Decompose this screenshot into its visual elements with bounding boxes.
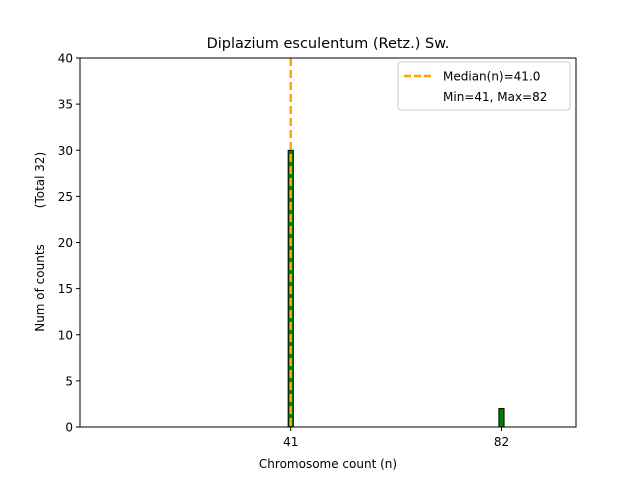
bars-group — [287, 149, 505, 428]
bar-82 — [498, 408, 505, 428]
x-tick-label: 82 — [494, 435, 509, 449]
y-tick-label: 20 — [58, 236, 73, 250]
y-tick-label: 0 — [65, 421, 73, 435]
x-tick-label: 41 — [283, 435, 298, 449]
y-tick-label: 30 — [58, 144, 73, 158]
y-axis-total-note: (Total 32) — [33, 152, 47, 208]
legend-range-label: Min=41, Max=82 — [443, 90, 547, 104]
axes-frame — [79, 57, 577, 428]
y-axis-label: Num of counts — [33, 244, 47, 332]
y-tick-label: 40 — [58, 52, 73, 66]
y-tick-label: 25 — [58, 190, 73, 204]
x-axis-label: Chromosome count (n) — [259, 457, 397, 471]
y-tick-label: 5 — [65, 374, 73, 388]
plot-area — [79, 57, 577, 428]
y-tick-label: 10 — [58, 328, 73, 342]
x-axis: 41 82 — [283, 427, 509, 449]
y-tick-label: 35 — [58, 98, 73, 112]
legend: Median(n)=41.0 Min=41, Max=82 — [397, 61, 571, 111]
legend-box — [397, 61, 571, 111]
y-axis: 0 5 10 15 20 25 30 35 40 — [58, 52, 80, 435]
y-tick-label: 15 — [58, 282, 73, 296]
legend-median-label: Median(n)=41.0 — [443, 70, 540, 84]
chart-title: Diplazium esculentum (Retz.) Sw. — [207, 36, 450, 52]
